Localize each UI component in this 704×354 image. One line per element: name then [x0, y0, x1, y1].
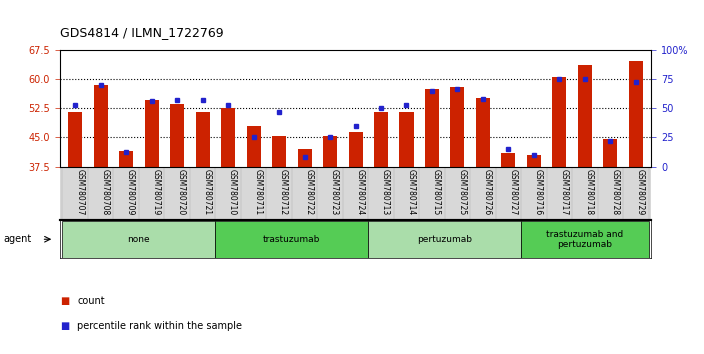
Bar: [399, 112, 413, 167]
Bar: [221, 108, 235, 167]
Text: GSM780711: GSM780711: [253, 170, 263, 216]
Text: percentile rank within the sample: percentile rank within the sample: [77, 321, 242, 331]
Text: GSM780715: GSM780715: [432, 170, 441, 216]
Text: GSM780712: GSM780712: [279, 170, 288, 216]
Text: GSM780729: GSM780729: [636, 170, 645, 216]
Bar: [553, 77, 567, 167]
Text: trastuzumab: trastuzumab: [263, 235, 320, 244]
Text: ■: ■: [60, 321, 69, 331]
Text: GSM780713: GSM780713: [381, 170, 390, 216]
Bar: [501, 153, 515, 167]
Text: GSM780728: GSM780728: [610, 170, 620, 216]
Bar: [603, 139, 617, 167]
Bar: [323, 136, 337, 167]
Bar: [196, 112, 210, 167]
Text: GSM780707: GSM780707: [75, 170, 84, 216]
Text: GSM780723: GSM780723: [330, 170, 339, 216]
Text: GSM780722: GSM780722: [305, 170, 313, 216]
Text: count: count: [77, 296, 105, 306]
Text: GSM780721: GSM780721: [203, 170, 212, 216]
Bar: [629, 61, 643, 167]
Text: GSM780727: GSM780727: [508, 170, 517, 216]
Text: GSM780718: GSM780718: [585, 170, 594, 216]
Text: agent: agent: [4, 234, 32, 244]
Bar: [348, 132, 363, 167]
Text: GSM780719: GSM780719: [151, 170, 161, 216]
Bar: [272, 136, 286, 167]
Text: pertuzumab: pertuzumab: [417, 235, 472, 244]
Text: GSM780726: GSM780726: [483, 170, 492, 216]
Text: GSM780716: GSM780716: [534, 170, 543, 216]
Bar: [63, 221, 215, 258]
Text: GDS4814 / ILMN_1722769: GDS4814 / ILMN_1722769: [60, 26, 223, 39]
Bar: [476, 98, 490, 167]
Text: GSM780710: GSM780710: [228, 170, 237, 216]
Bar: [451, 87, 465, 167]
Bar: [374, 112, 388, 167]
Text: GSM780708: GSM780708: [101, 170, 110, 216]
Bar: [521, 221, 648, 258]
Text: trastuzumab and
pertuzumab: trastuzumab and pertuzumab: [546, 229, 624, 249]
Bar: [425, 88, 439, 167]
Bar: [578, 65, 592, 167]
Bar: [246, 126, 260, 167]
Bar: [94, 85, 108, 167]
Text: GSM780714: GSM780714: [406, 170, 415, 216]
Text: GSM780717: GSM780717: [560, 170, 568, 216]
Bar: [215, 221, 368, 258]
Text: GSM780725: GSM780725: [458, 170, 467, 216]
Bar: [170, 104, 184, 167]
Text: none: none: [127, 235, 150, 244]
Bar: [368, 221, 521, 258]
Bar: [527, 155, 541, 167]
Bar: [298, 149, 312, 167]
Text: GSM780709: GSM780709: [126, 170, 135, 216]
Text: GSM780720: GSM780720: [177, 170, 186, 216]
Bar: [144, 100, 158, 167]
Bar: [119, 151, 133, 167]
Text: GSM780724: GSM780724: [356, 170, 365, 216]
Text: ■: ■: [60, 296, 69, 306]
Bar: [68, 112, 82, 167]
